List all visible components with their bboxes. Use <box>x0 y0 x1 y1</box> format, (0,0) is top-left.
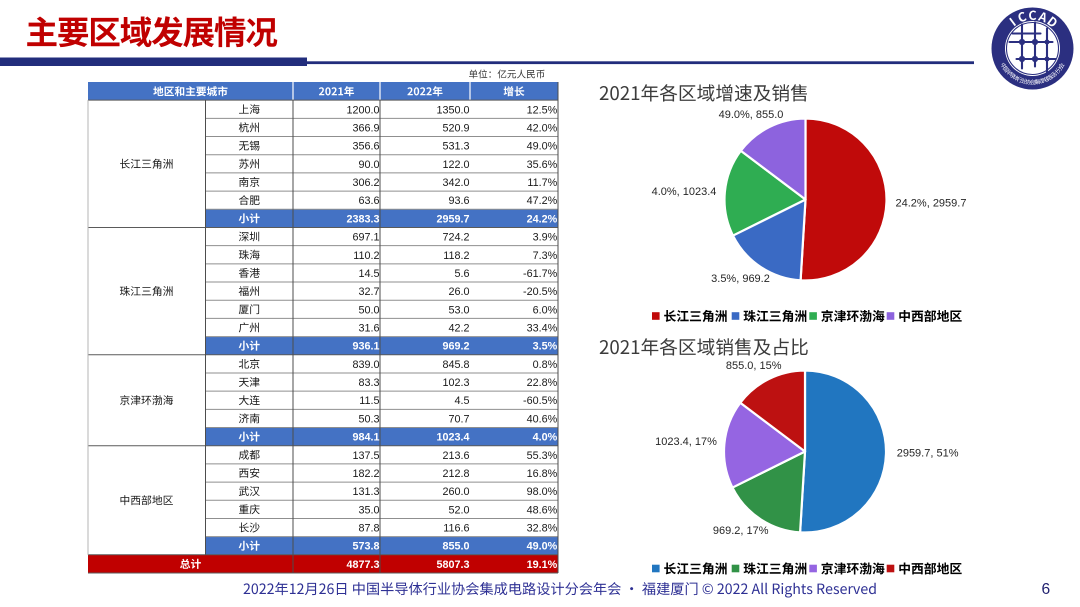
svg-text:70.7: 70.7 <box>448 413 469 425</box>
svg-text:22.8%: 22.8% <box>527 377 558 389</box>
svg-text:42.0%: 42.0% <box>527 122 558 134</box>
svg-text:531.3: 531.3 <box>442 141 469 153</box>
svg-text:2959.7, 51%: 2959.7, 51% <box>897 448 959 460</box>
svg-text:35.6%: 35.6% <box>527 159 558 171</box>
svg-text:697.1: 697.1 <box>352 232 379 244</box>
svg-text:12.5%: 12.5% <box>527 104 558 116</box>
svg-text:3.5%: 3.5% <box>533 341 558 353</box>
svg-text:50.0: 50.0 <box>358 304 379 316</box>
svg-text:-61.7%: -61.7% <box>523 268 558 280</box>
svg-text:93.6: 93.6 <box>448 195 469 207</box>
svg-text:50.3: 50.3 <box>358 413 379 425</box>
svg-text:26.0: 26.0 <box>448 286 469 298</box>
svg-text:342.0: 342.0 <box>442 177 469 189</box>
svg-text:573.8: 573.8 <box>352 541 379 553</box>
svg-text:4.0%: 4.0% <box>533 432 558 444</box>
svg-text:52.0: 52.0 <box>448 504 469 516</box>
svg-text:984.1: 984.1 <box>352 432 379 444</box>
svg-text:969.2: 969.2 <box>442 341 469 353</box>
svg-text:32.8%: 32.8% <box>527 523 558 535</box>
svg-text:19.1%: 19.1% <box>527 559 558 571</box>
svg-text:131.3: 131.3 <box>352 486 379 498</box>
svg-text:137.5: 137.5 <box>352 450 379 462</box>
svg-text:4.5: 4.5 <box>454 395 469 407</box>
svg-text:47.2%: 47.2% <box>527 195 558 207</box>
svg-text:855.0: 855.0 <box>442 541 469 553</box>
svg-text:2959.7: 2959.7 <box>436 213 469 225</box>
svg-text:3.5%, 969.2: 3.5%, 969.2 <box>711 273 770 285</box>
svg-text:55.3%: 55.3% <box>527 450 558 462</box>
svg-text:118.2: 118.2 <box>443 250 469 262</box>
svg-text:260.0: 260.0 <box>442 486 469 498</box>
svg-text:48.6%: 48.6% <box>527 504 558 516</box>
svg-text:0.8%: 0.8% <box>533 359 558 371</box>
svg-text:14.5: 14.5 <box>358 268 379 280</box>
svg-text:6.0%: 6.0% <box>533 304 558 316</box>
svg-text:5.6: 5.6 <box>454 268 469 280</box>
svg-text:116.6: 116.6 <box>443 523 469 535</box>
svg-text:839.0: 839.0 <box>352 359 379 371</box>
svg-text:3.9%: 3.9% <box>533 232 558 244</box>
svg-text:356.6: 356.6 <box>352 141 379 153</box>
svg-text:1023.4: 1023.4 <box>436 432 469 444</box>
svg-text:102.3: 102.3 <box>442 377 469 389</box>
svg-text:1350.0: 1350.0 <box>436 104 469 116</box>
svg-text:4.0%, 1023.4: 4.0%, 1023.4 <box>652 186 717 198</box>
svg-text:724.2: 724.2 <box>442 232 469 244</box>
svg-text:16.8%: 16.8% <box>527 468 558 480</box>
svg-text:90.0: 90.0 <box>358 159 379 171</box>
svg-text:33.4%: 33.4% <box>527 323 558 335</box>
svg-text:24.2%, 2959.7: 24.2%, 2959.7 <box>896 197 967 209</box>
svg-text:53.0: 53.0 <box>448 304 469 316</box>
svg-text:40.6%: 40.6% <box>527 413 558 425</box>
svg-text:182.2: 182.2 <box>352 468 379 480</box>
svg-text:11.7%: 11.7% <box>527 177 557 189</box>
svg-text:122.0: 122.0 <box>442 159 469 171</box>
svg-text:11.5: 11.5 <box>359 395 379 407</box>
svg-text:936.1: 936.1 <box>352 341 379 353</box>
svg-text:83.3: 83.3 <box>358 377 379 389</box>
svg-text:1200.0: 1200.0 <box>346 104 379 116</box>
svg-text:6: 6 <box>1042 581 1051 598</box>
svg-text:-60.5%: -60.5% <box>523 395 558 407</box>
svg-text:212.8: 212.8 <box>442 468 469 480</box>
svg-text:49.0%, 855.0: 49.0%, 855.0 <box>719 109 784 121</box>
svg-text:24.2%: 24.2% <box>527 213 558 225</box>
svg-text:63.6: 63.6 <box>358 195 379 207</box>
svg-text:87.8: 87.8 <box>358 523 379 535</box>
svg-text:306.2: 306.2 <box>352 177 379 189</box>
svg-text:35.0: 35.0 <box>358 504 379 516</box>
svg-text:32.7: 32.7 <box>358 286 379 298</box>
svg-text:42.2: 42.2 <box>448 323 469 335</box>
svg-text:110.2: 110.2 <box>353 250 379 262</box>
svg-text:366.9: 366.9 <box>352 122 379 134</box>
svg-text:520.9: 520.9 <box>442 122 469 134</box>
svg-text:969.2, 17%: 969.2, 17% <box>713 525 769 537</box>
svg-text:4877.3: 4877.3 <box>346 559 379 571</box>
svg-text:1023.4, 17%: 1023.4, 17% <box>655 436 717 448</box>
svg-text:5807.3: 5807.3 <box>436 559 469 571</box>
svg-text:49.0%: 49.0% <box>527 141 558 153</box>
svg-text:855.0, 15%: 855.0, 15% <box>726 360 782 372</box>
svg-text:98.0%: 98.0% <box>527 486 558 498</box>
svg-text:845.8: 845.8 <box>442 359 469 371</box>
svg-text:7.3%: 7.3% <box>533 250 558 262</box>
svg-text:31.6: 31.6 <box>358 323 379 335</box>
svg-text:2383.3: 2383.3 <box>346 213 379 225</box>
svg-text:-20.5%: -20.5% <box>523 286 558 298</box>
svg-text:213.6: 213.6 <box>442 450 469 462</box>
svg-text:49.0%: 49.0% <box>527 541 558 553</box>
